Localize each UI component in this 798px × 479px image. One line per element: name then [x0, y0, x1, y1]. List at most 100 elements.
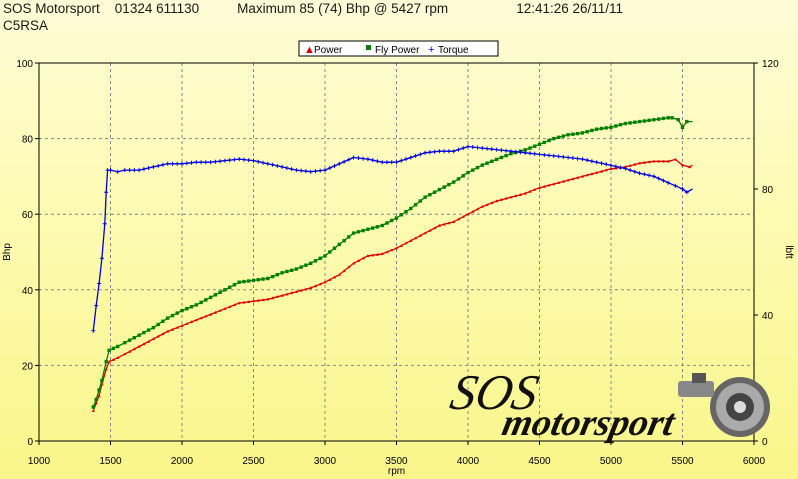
power-marker: [294, 290, 298, 293]
power-marker: [642, 160, 646, 164]
power-marker: [673, 157, 677, 161]
power-marker: [323, 280, 327, 284]
power-marker: [166, 329, 170, 333]
torque-marker: [542, 152, 547, 157]
torque-marker: [399, 158, 404, 163]
fly-power-marker: [100, 378, 104, 383]
fly-power-marker: [266, 276, 270, 281]
fly-power-marker: [161, 319, 165, 323]
power-marker: [266, 297, 270, 301]
y-tick-label: 40: [22, 286, 34, 297]
power-marker: [423, 231, 427, 235]
fly-power-marker: [228, 285, 232, 289]
power-marker: [433, 226, 437, 230]
power-marker: [328, 278, 332, 281]
torque-marker: [537, 152, 542, 157]
power-marker: [585, 173, 589, 177]
fly-power-marker: [590, 128, 594, 133]
power-marker: [428, 229, 432, 232]
fly-power-marker: [456, 177, 461, 181]
torque-marker: [656, 176, 661, 181]
fly-power-marker: [342, 239, 346, 243]
fly-power-marker: [347, 235, 351, 239]
fly-power-marker: [642, 119, 647, 123]
fly-power-marker: [499, 155, 504, 160]
fly-power-marker: [423, 195, 427, 199]
fly-power-marker: [585, 130, 589, 134]
power-marker: [251, 299, 256, 303]
torque-marker: [346, 157, 351, 162]
fly-power-marker: [137, 333, 141, 337]
power-marker: [385, 250, 389, 254]
fly-power-marker: [504, 153, 508, 158]
torque-marker: [94, 303, 99, 308]
fly-power-marker: [490, 159, 494, 163]
power-marker: [256, 298, 260, 302]
torque-marker: [237, 157, 242, 162]
torque-marker: [385, 160, 389, 165]
fly-power-marker: [91, 405, 95, 409]
legend-item-torque: + Torque: [428, 44, 469, 56]
fly-power-marker: [418, 199, 422, 203]
power-marker: [557, 181, 561, 184]
power-marker: [366, 254, 370, 257]
car-id: C5RSA: [3, 18, 49, 33]
fly-power-marker: [385, 221, 389, 225]
power-marker: [542, 184, 546, 188]
fly-power-marker: [366, 227, 370, 231]
torque-marker: [160, 162, 165, 167]
power-marker: [599, 169, 604, 173]
fly-power-marker: [332, 246, 337, 250]
torque-marker: [485, 146, 490, 151]
x-tick-label: 4000: [457, 456, 480, 467]
fly-power-marker: [442, 185, 446, 189]
torque-marker: [146, 166, 151, 170]
y-tick-label: 20: [22, 361, 34, 372]
torque-marker: [489, 147, 494, 152]
fly-power-marker: [309, 261, 313, 265]
torque-marker: [203, 160, 208, 165]
torque-marker: [299, 168, 304, 173]
fly-power-marker: [471, 168, 475, 172]
torque-marker: [513, 149, 518, 154]
power-marker: [447, 221, 451, 225]
fly-power-marker: [123, 341, 127, 345]
fly-power-marker: [116, 344, 120, 349]
turbo-icon: [678, 373, 770, 437]
fly-power-marker: [199, 300, 203, 305]
fly-power-marker: [509, 152, 513, 156]
power-marker: [466, 212, 470, 216]
torque-marker: [651, 174, 656, 179]
fly-power-marker: [409, 206, 413, 211]
torque-marker: [132, 168, 137, 173]
fly-power-marker: [394, 216, 399, 220]
power-marker: [442, 222, 446, 226]
fly-power-marker: [542, 140, 546, 145]
power-marker: [504, 196, 508, 200]
torque-marker: [437, 149, 442, 154]
torque-marker: [561, 155, 566, 159]
fly-power-marker: [242, 279, 246, 284]
torque-marker: [351, 155, 356, 160]
power-marker: [137, 344, 141, 348]
fly-power-marker: [652, 118, 656, 122]
power-marker: [404, 241, 408, 245]
power-marker: [116, 356, 120, 359]
fly-power-marker: [175, 311, 179, 315]
power-marker: [318, 282, 322, 286]
power-marker: [680, 163, 685, 167]
torque-marker: [528, 151, 532, 156]
power-marker: [414, 236, 418, 240]
power-marker: [495, 199, 499, 203]
torque-marker: [394, 160, 399, 165]
torque-marker: [609, 163, 613, 168]
fly-power-marker: [247, 279, 251, 283]
fly-power-marker: [351, 231, 356, 235]
fly-power-marker: [361, 228, 365, 233]
fly-power-marker: [647, 118, 651, 122]
power-marker: [490, 201, 494, 205]
x-tick-label: 6000: [743, 456, 766, 467]
power-marker: [352, 261, 356, 265]
fly-power-marker: [475, 165, 480, 170]
